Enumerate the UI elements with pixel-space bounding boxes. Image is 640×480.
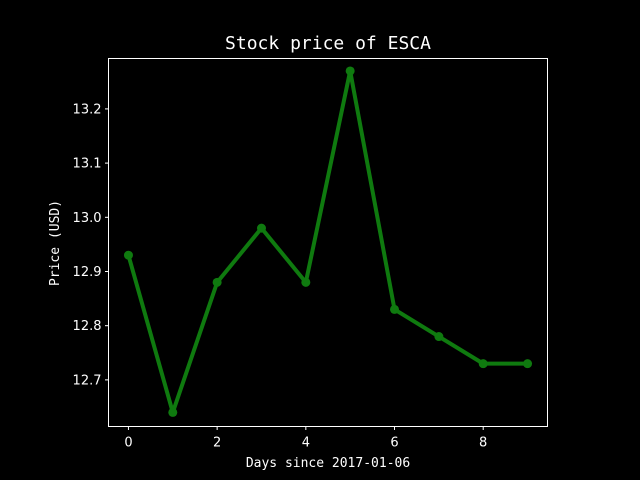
price-point (123, 250, 133, 260)
price-line (126, 68, 530, 415)
price-point (345, 66, 355, 76)
series-group (123, 66, 533, 417)
price-point (301, 277, 311, 287)
price-point (478, 359, 488, 369)
y-axis-label: Price (USD) (48, 200, 63, 286)
price-point (390, 304, 400, 314)
price-point (168, 407, 178, 417)
x-axis-ticks: 0 2 4 6 8 (124, 426, 487, 451)
x-axis-label: Days since 2017-01-06 (246, 456, 410, 471)
y-tick-label: 12.9 (73, 265, 102, 280)
y-tick-label: 12.7 (73, 373, 102, 388)
price-point (256, 223, 266, 233)
y-axis-ticks: 12.7 12.8 12.9 13.0 13.1 13.2 (73, 102, 109, 388)
x-tick-label: 0 (124, 436, 132, 451)
y-tick-label: 13.0 (73, 211, 102, 226)
y-tick-label: 13.2 (73, 102, 102, 117)
chart-title: Stock price of ESCA (225, 33, 431, 54)
plot-frame (108, 58, 548, 427)
price-point (523, 359, 533, 369)
y-tick-label: 12.8 (73, 319, 102, 334)
x-tick-label: 4 (302, 436, 310, 451)
x-tick-label: 6 (390, 436, 398, 451)
x-tick-label: 2 (213, 436, 221, 451)
price-point (434, 332, 444, 342)
price-point (212, 277, 222, 287)
y-tick-label: 13.1 (73, 157, 102, 172)
x-tick-label: 8 (479, 436, 487, 451)
